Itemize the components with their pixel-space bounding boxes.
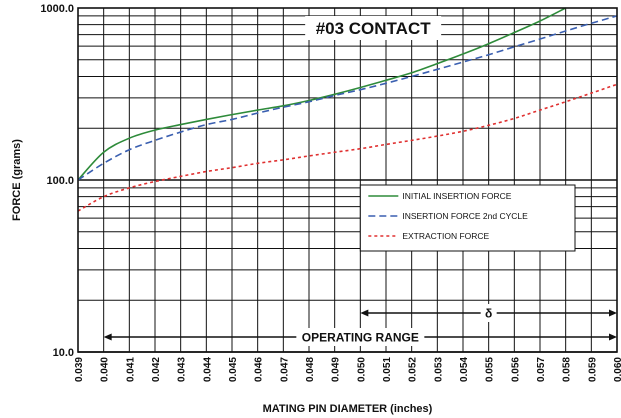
chart-title: #03 CONTACT (316, 19, 432, 38)
x-tick-label: 0.054 (459, 357, 470, 382)
chart-title-background (305, 16, 442, 40)
x-tick-label: 0.058 (562, 357, 573, 382)
legend-item-insertion-2nd-cycle: INSERTION FORCE 2nd CYCLE (402, 211, 528, 221)
x-tick-label: 0.050 (356, 357, 367, 382)
y-tick-label: 1000.0 (40, 3, 74, 15)
plot-border (77, 7, 618, 353)
x-axis-label: MATING PIN DIAMETER (inches) (263, 403, 433, 415)
x-tick-label: 0.045 (228, 357, 239, 382)
x-tick-label: 0.043 (177, 357, 188, 382)
insertion-force-2nd-cycle-line (77, 15, 618, 181)
x-tick-label: 0.049 (331, 357, 342, 382)
legend-item-extraction: EXTRACTION FORCE (402, 231, 489, 241)
x-tick-label: 0.052 (408, 357, 419, 382)
series-lines (77, 7, 618, 212)
initial-insertion-force-line (77, 7, 567, 181)
x-tick-label: 0.051 (382, 357, 393, 382)
operating-range-arrow-head-left (103, 333, 112, 341)
delta-range-arrow-head-left (360, 309, 369, 317)
x-tick-label: 0.047 (279, 357, 290, 382)
y-tick-label: 10.0 (53, 347, 74, 359)
x-tick-label: 0.057 (536, 357, 547, 382)
x-tick-label: 0.039 (74, 357, 85, 382)
annotations: OPERATING RANGE δ (103, 304, 617, 346)
operating-range-label: OPERATING RANGE (302, 331, 419, 345)
x-tick-label: 0.042 (151, 357, 162, 382)
extraction-force-line (77, 83, 618, 212)
legend: INITIAL INSERTION FORCE INSERTION FORCE 2… (359, 184, 576, 252)
x-tick-label: 0.044 (202, 357, 213, 382)
x-tick-label: 0.041 (125, 357, 136, 382)
x-tick-label: 0.056 (510, 357, 521, 382)
x-tick-label: 0.040 (100, 357, 111, 382)
x-tick-label: 0.053 (433, 357, 444, 382)
chart-title-group: #03 CONTACT (305, 16, 442, 40)
delta-range-label-background (480, 304, 497, 322)
delta-range-label: δ (485, 307, 492, 321)
x-tick-label: 0.059 (587, 357, 598, 382)
x-tick-label: 0.048 (305, 357, 316, 382)
tick-labels: 0.039 0.040 0.041 0.042 0.043 0.044 0.045 0.046… (40, 3, 621, 382)
y-tick-label: 100.0 (46, 175, 74, 187)
plot-frame (77, 7, 618, 353)
y-axis-label: FORCE (grams) (11, 139, 23, 221)
legend-item-initial-insertion: INITIAL INSERTION FORCE (402, 191, 511, 201)
x-tick-label: 0.060 (613, 357, 621, 382)
x-tick-label: 0.046 (254, 357, 265, 382)
x-tick-label: 0.055 (485, 357, 496, 382)
operating-range-arrow-head-right (609, 333, 617, 341)
operating-range-label-background (296, 328, 425, 346)
grid (77, 8, 618, 353)
delta-range-arrow-head-right (609, 309, 617, 317)
